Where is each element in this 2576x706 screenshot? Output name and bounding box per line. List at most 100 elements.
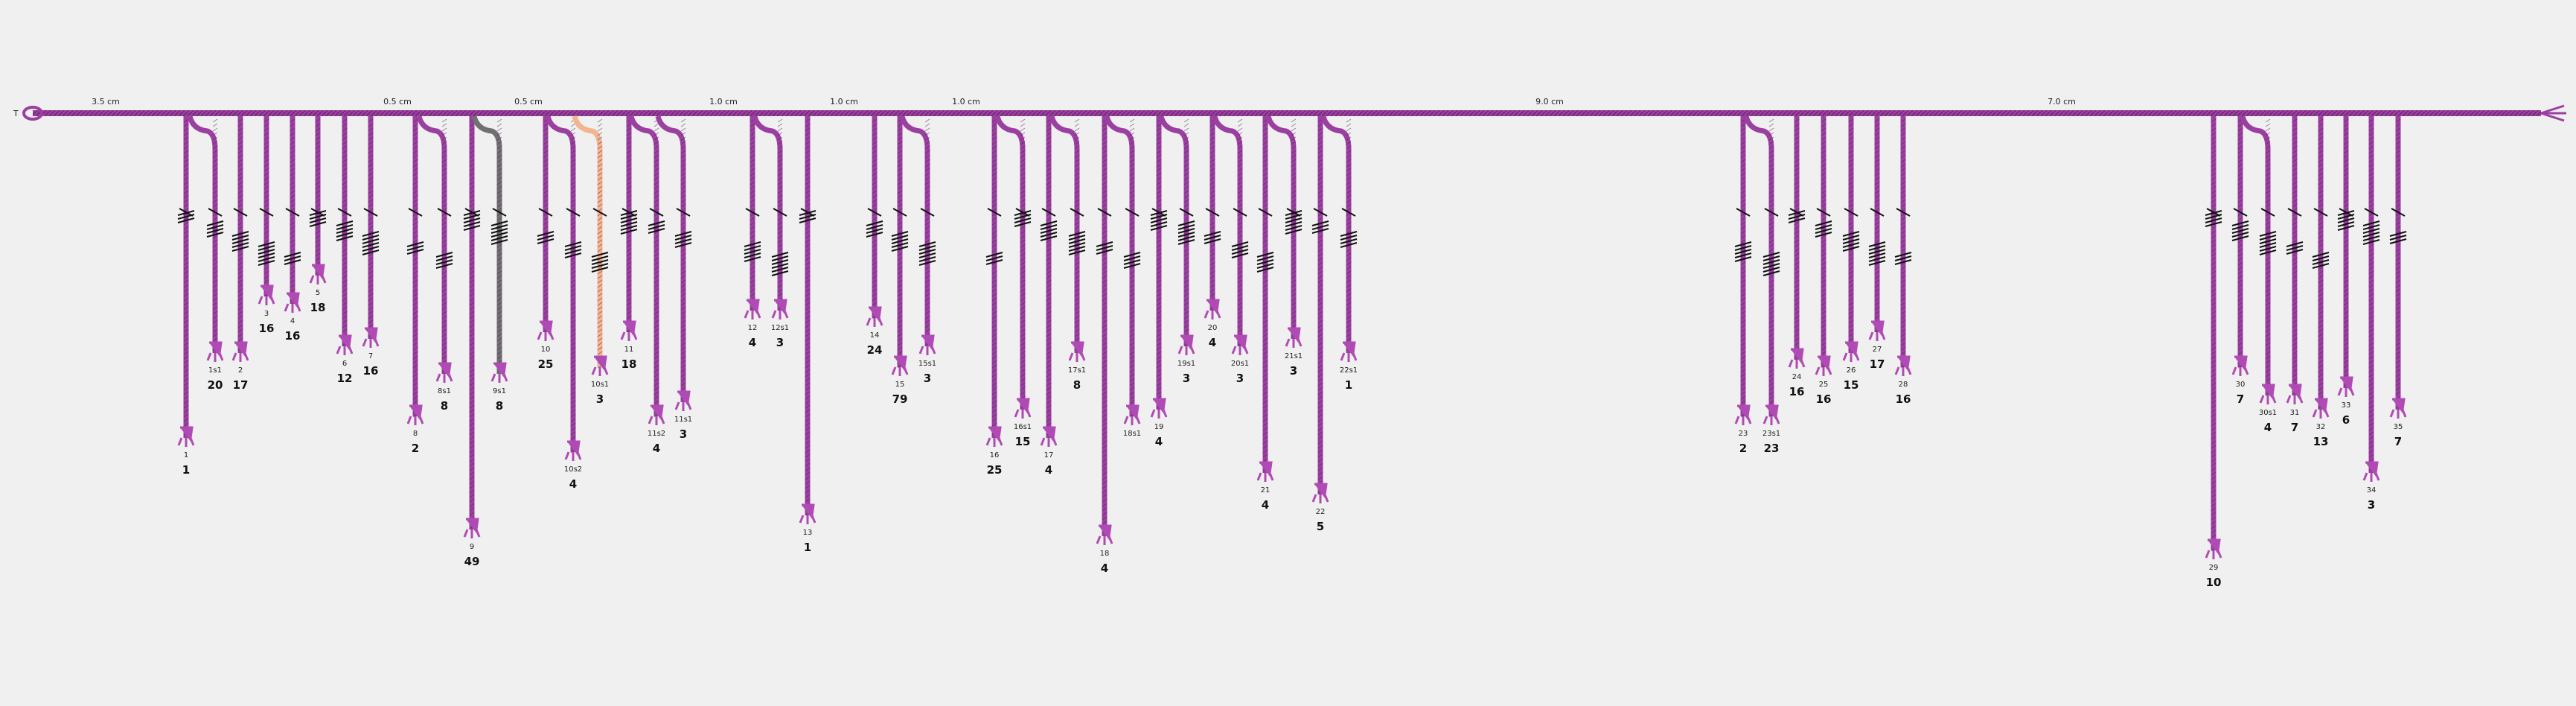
cord-twist (1102, 221, 1108, 226)
cord-twist (1821, 159, 1826, 163)
cord-twist (469, 387, 475, 391)
cord-twist (1874, 141, 1880, 145)
knot-mark (1736, 208, 1751, 217)
cord-twist (1102, 123, 1108, 127)
cord-twist (469, 471, 475, 476)
cord-twist (1156, 364, 1162, 369)
cord-twist (212, 217, 218, 221)
cord-twist (2318, 141, 2324, 145)
cord-twist (653, 364, 659, 369)
cord-twist (1046, 328, 1052, 333)
cord-twist (2318, 235, 2324, 239)
cord-tassel (309, 264, 327, 284)
cord-twist (1291, 297, 1297, 302)
cord-twist (597, 328, 603, 333)
cord-twist (2318, 217, 2324, 221)
cord-twist (2265, 199, 2271, 203)
cord-twist (1183, 270, 1189, 275)
spacing-label: 1.0 cm (709, 97, 738, 106)
cord-twist (1209, 226, 1215, 230)
cord-twist (2395, 351, 2401, 355)
cord-twist (1237, 239, 1243, 244)
cord-twist (1740, 284, 1746, 288)
cord-twist (897, 248, 903, 252)
cord-twist (496, 203, 502, 208)
cord-twist (680, 346, 686, 351)
cord-twist (1129, 275, 1135, 279)
knot-mark (648, 224, 665, 230)
cord-twist (1237, 181, 1243, 185)
cord-twist (626, 306, 632, 311)
cord-twist (237, 199, 243, 203)
cord-twist (750, 145, 755, 150)
cord-twist (1794, 185, 1800, 190)
cord-twist (1129, 306, 1135, 311)
cord-twist (1074, 194, 1080, 199)
cord-twist (183, 176, 189, 181)
cord-twist (2292, 145, 2298, 150)
cord-value: 15 (1015, 435, 1031, 448)
cord-twist (1102, 364, 1108, 369)
cord-twist (1874, 248, 1880, 252)
cord-twist (2237, 163, 2243, 168)
cord-twist (368, 163, 374, 168)
cord-twist (1768, 288, 1774, 293)
cord-value: 4 (749, 336, 756, 349)
knot-mark (231, 231, 249, 237)
cord-twist (237, 127, 243, 132)
cord-twist (2265, 364, 2271, 369)
cord-twist (1102, 391, 1108, 395)
knot-mark (1150, 221, 1168, 227)
cord-twist (2211, 342, 2217, 346)
cord-twist (2211, 235, 2217, 239)
cord-twist (2368, 418, 2374, 422)
cord-twist (1794, 118, 1800, 123)
cord-twist (1102, 342, 1108, 346)
cord-twist (2368, 315, 2374, 319)
cord-twist (368, 145, 374, 150)
cord-twist (1129, 319, 1135, 324)
cord-twist (653, 319, 659, 324)
cord-twist (2343, 244, 2349, 248)
cord-label: 1s1 (208, 366, 222, 375)
cord-twist (897, 194, 903, 199)
cord-twist (212, 275, 218, 279)
cord-twist (1156, 176, 1162, 181)
cord-twist (469, 436, 475, 440)
cord-twist (1129, 163, 1135, 168)
cord-twist (1740, 172, 1746, 176)
cord-twist (1129, 297, 1135, 302)
cord-twist (2318, 311, 2324, 315)
cord-twist (441, 145, 447, 150)
cord-twist (1046, 235, 1052, 239)
knot-mark (1762, 267, 1780, 273)
knot-mark (435, 263, 453, 269)
knot-mark (1734, 252, 1752, 258)
cord-twist (1874, 279, 1880, 284)
cord-twist (597, 306, 603, 311)
cord-twist (2292, 360, 2298, 364)
knot-mark (1789, 208, 1804, 217)
knot-mark (2362, 220, 2380, 226)
cord-twist (653, 288, 659, 293)
cord-twist (1740, 190, 1746, 194)
cord-twist (412, 395, 418, 400)
knot-mark (1177, 228, 1195, 234)
cord-twist (680, 369, 686, 373)
cord-twist (183, 284, 189, 288)
cord-twist (1046, 382, 1052, 387)
cord-twist (2318, 226, 2324, 230)
cord-twist (680, 351, 686, 355)
knot-mark (2389, 238, 2407, 244)
cord-twist (1156, 351, 1162, 355)
cord-twist (469, 391, 475, 395)
cord-twist (1237, 279, 1243, 284)
cord-twist (924, 163, 930, 168)
cord-value: 1 (182, 463, 190, 477)
cord-twist (1317, 476, 1323, 480)
cord-twist (777, 176, 783, 181)
cord-twist (1900, 145, 1906, 150)
cord-twist (1237, 302, 1243, 306)
cord-twist (1237, 235, 1243, 239)
